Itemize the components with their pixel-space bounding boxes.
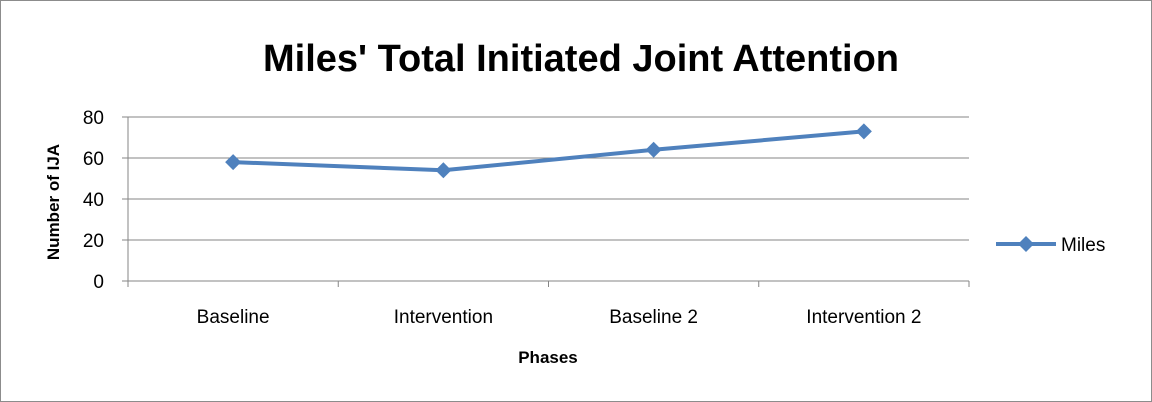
data-point-intervention-2 <box>855 123 872 140</box>
y-tick-labels: 0 20 40 60 80 <box>83 108 104 293</box>
chart-title: Miles' Total Initiated Joint Attention <box>263 38 899 80</box>
y-tick-label: 60 <box>83 149 104 170</box>
y-tick-label: 40 <box>83 190 104 211</box>
data-point-baseline <box>225 154 242 171</box>
y-tick-label: 80 <box>83 108 104 129</box>
data-point-intervention <box>435 162 452 179</box>
y-axis-title: Number of IJA <box>44 144 63 260</box>
series-line-miles <box>233 129 865 173</box>
y-tick-label: 20 <box>83 231 104 252</box>
gridlines <box>128 116 969 241</box>
x-axis-title: Phases <box>518 348 578 367</box>
x-tick-labels: Baseline Intervention Baseline 2 Interventi… <box>197 307 922 328</box>
x-tick-label: Baseline <box>197 307 270 328</box>
series-miles <box>225 123 872 179</box>
x-tick-label: Baseline 2 <box>609 307 698 328</box>
axes <box>122 116 970 287</box>
data-point-baseline-2 <box>645 141 662 158</box>
x-tick-label: Intervention <box>394 307 493 328</box>
y-tick-label: 0 <box>93 272 104 293</box>
legend: Miles <box>996 235 1105 256</box>
legend-marker-miles <box>1018 236 1034 252</box>
x-tick-label: Intervention 2 <box>806 307 921 328</box>
legend-label-miles: Miles <box>1061 235 1105 256</box>
